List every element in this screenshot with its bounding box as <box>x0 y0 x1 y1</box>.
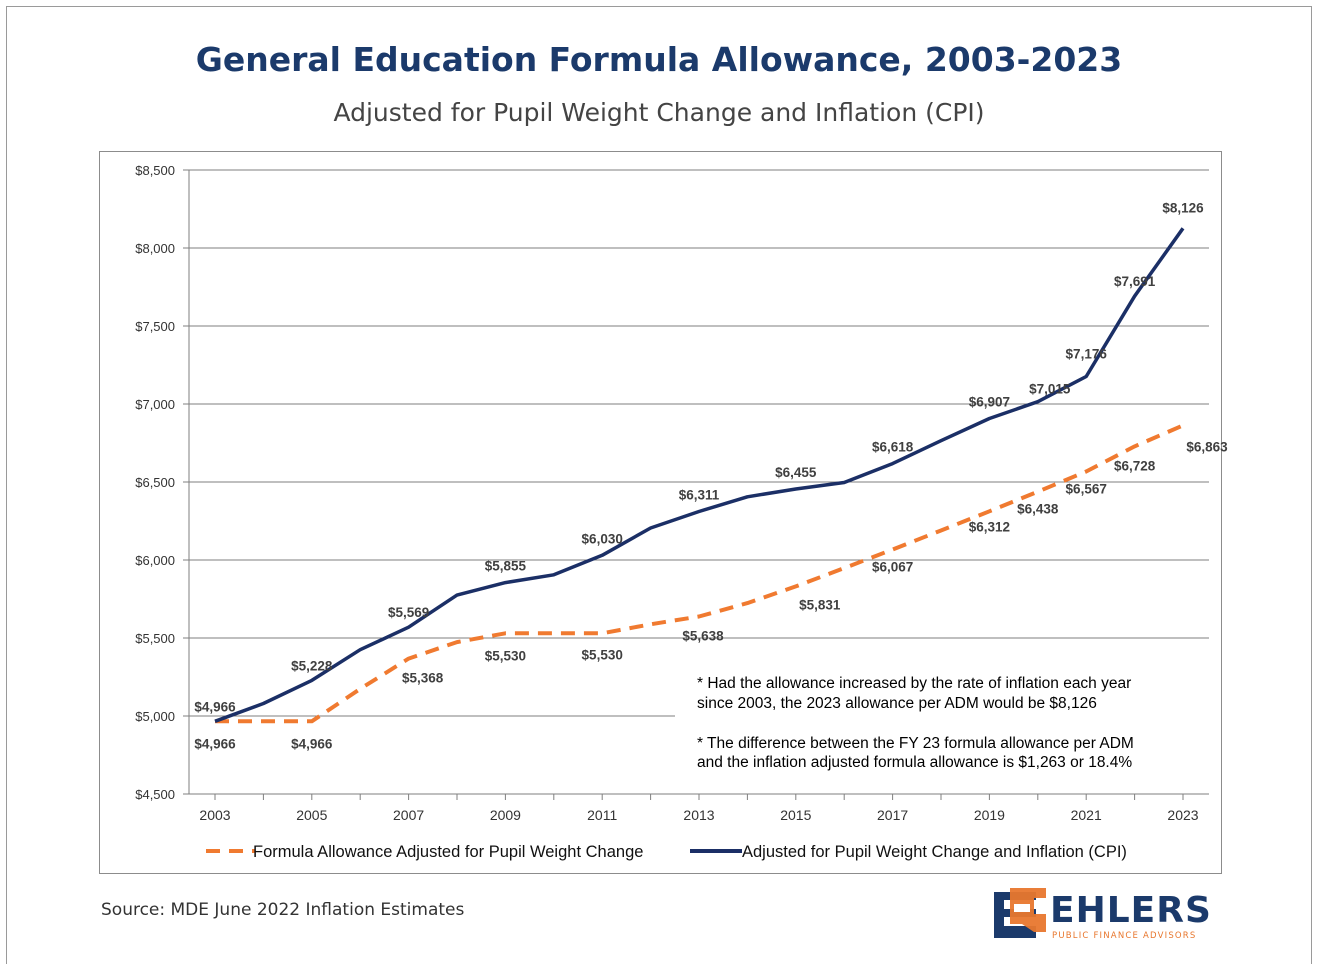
data-label: $6,312 <box>969 519 1010 534</box>
data-label: $4,966 <box>194 736 236 751</box>
series-lines <box>214 227 1185 724</box>
y-tick-label: $8,000 <box>135 241 175 256</box>
gridlines <box>183 169 1209 795</box>
legend-label-inflation: Adjusted for Pupil Weight Change and Inf… <box>742 843 1127 861</box>
x-tick-label: 2009 <box>490 807 521 823</box>
data-label: $6,438 <box>1017 502 1059 517</box>
y-tick-label: $7,500 <box>135 319 175 334</box>
data-label: $7,691 <box>1114 274 1156 289</box>
annotation-line: since 2003, the 2023 allowance per ADM w… <box>697 695 1097 712</box>
data-label: $6,030 <box>582 531 623 546</box>
data-label: $5,368 <box>402 671 444 686</box>
y-tick-label: $6,500 <box>135 475 175 490</box>
x-tick-label: 2007 <box>393 807 424 823</box>
y-axis-ticks: $4,500 $5,000 $5,500 $6,000 $6,500 $7,000 $7,5… <box>135 163 175 802</box>
data-label: $5,530 <box>485 648 526 663</box>
source-note: Source: MDE June 2022 Inflation Estimate… <box>101 900 465 920</box>
y-tick-label: $5,000 <box>135 709 175 724</box>
data-label: $6,863 <box>1186 439 1228 454</box>
legend-label-formula: Formula Allowance Adjusted for Pupil Wei… <box>253 843 643 861</box>
x-tick-label: 2003 <box>199 807 230 823</box>
x-tick-label: 2015 <box>780 807 811 823</box>
data-label: $6,311 <box>679 487 720 502</box>
x-tick-label: 2023 <box>1167 807 1198 823</box>
chart-subtitle: Adjusted for Pupil Weight Change and Inf… <box>333 98 985 127</box>
x-tick-label: 2019 <box>974 807 1005 823</box>
chart-title: General Education Formula Allowance, 200… <box>195 40 1123 79</box>
data-label: $5,530 <box>582 647 623 662</box>
series-line-formula <box>215 423 1184 724</box>
annotations: * Had the allowance increased by the rat… <box>697 675 1134 771</box>
annotation-line: * The difference between the FY 23 formu… <box>697 735 1134 752</box>
data-label: $6,455 <box>775 465 817 480</box>
ehlers-logo-icon <box>994 888 1046 938</box>
series-line-inflation <box>214 227 1185 723</box>
data-label: $5,638 <box>682 628 724 643</box>
y-tick-label: $6,000 <box>135 553 175 568</box>
data-label: $7,176 <box>1066 347 1108 362</box>
data-label: $8,126 <box>1162 200 1204 215</box>
x-tick-label: 2021 <box>1071 807 1102 823</box>
data-label: $5,855 <box>485 559 527 574</box>
x-tick-label: 2011 <box>587 807 617 823</box>
data-label: $5,831 <box>799 597 841 612</box>
x-tick-label: 2013 <box>683 807 714 823</box>
data-label: $6,728 <box>1114 458 1156 473</box>
logo-name: EHLERS <box>1050 890 1212 931</box>
y-tick-label: $8,500 <box>135 163 175 178</box>
annotation-line: and the inflation adjusted formula allow… <box>697 754 1132 771</box>
data-labels: $4,966 $4,966 $5,368 $5,530 $5,530 $5,638 $5,8… <box>194 200 1228 751</box>
data-label: $6,567 <box>1066 482 1107 497</box>
ehlers-logo: EHLERS PUBLIC FINANCE ADVISORS <box>990 884 1220 944</box>
chart-area <box>99 151 1222 874</box>
data-label: $6,907 <box>969 395 1010 410</box>
data-label: $5,569 <box>388 605 429 620</box>
y-tick-label: $5,500 <box>135 631 175 646</box>
x-tick-label: 2017 <box>877 807 908 823</box>
data-label: $4,966 <box>194 699 236 714</box>
data-label: $7,015 <box>1029 382 1071 397</box>
legend: Formula Allowance Adjusted for Pupil Wei… <box>206 843 1127 861</box>
page-frame <box>6 6 1312 964</box>
data-label: $6,618 <box>872 440 914 455</box>
data-label: $6,067 <box>872 560 913 575</box>
logo-tagline: PUBLIC FINANCE ADVISORS <box>1052 931 1197 941</box>
data-label: $5,228 <box>291 658 333 673</box>
y-tick-label: $4,500 <box>135 787 175 802</box>
data-label: $4,966 <box>291 736 333 751</box>
y-tick-label: $7,000 <box>135 397 175 412</box>
x-tick-label: 2005 <box>296 807 327 823</box>
x-axis: 2003 2005 2007 2009 2011 2013 2015 2017 2019 2021… <box>189 793 1209 823</box>
annotation-line: * Had the allowance increased by the rat… <box>697 675 1131 692</box>
